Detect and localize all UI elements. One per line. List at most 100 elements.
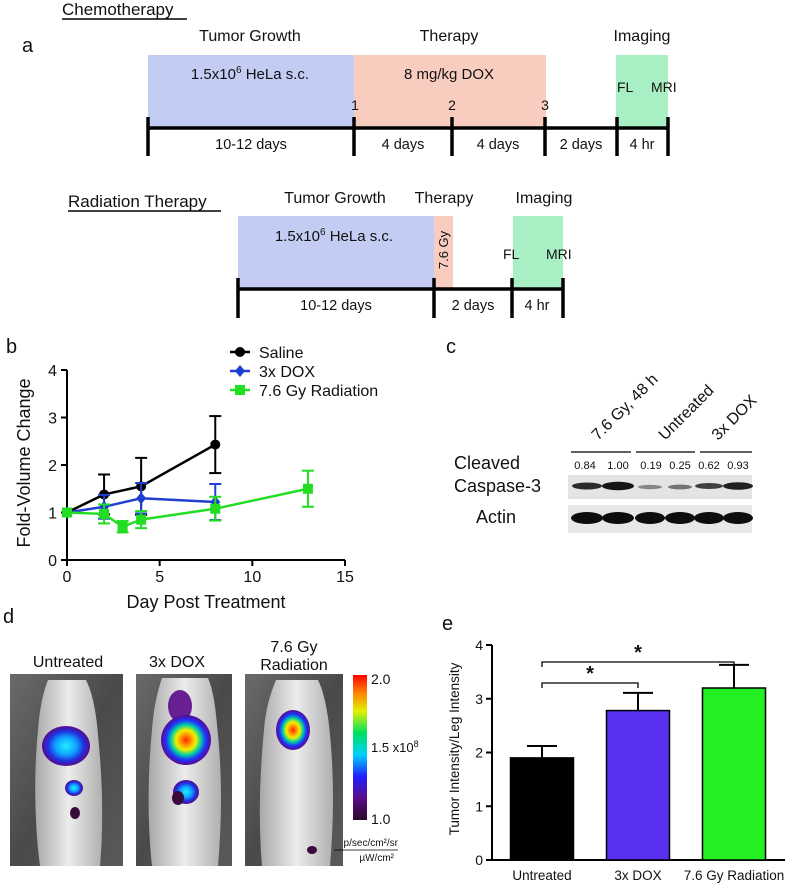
significance-bracket xyxy=(541,682,639,688)
panel-d: d Untreated 3x DOX 7.6 Gy Radiation xyxy=(3,606,419,866)
data-point xyxy=(302,483,313,494)
y-tick-label: 1 xyxy=(475,798,483,814)
chemo-timeline-axis xyxy=(146,117,670,156)
chemo-title: Chemotherapy xyxy=(62,0,174,19)
chemo-phase-therapy: Therapy xyxy=(420,28,479,45)
bar xyxy=(605,709,671,861)
colorbar xyxy=(353,675,367,820)
chemo-phase-imaging: Imaging xyxy=(614,28,671,45)
data-point xyxy=(136,492,147,505)
y-tick-label: 4 xyxy=(475,637,483,653)
panel-b: b 0 5 10 15 0 1 2 3 4 Saline 3x DOX 7.6 Gy Radiatio… xyxy=(6,336,378,612)
significance-label: * xyxy=(586,663,594,685)
imaging-label-gy: 7.6 Gy xyxy=(270,639,317,656)
colorbar-max: 2.0 xyxy=(371,671,391,687)
chemo-duration-wait: 2 days xyxy=(560,137,603,153)
y-tick-label: 4 xyxy=(48,363,57,380)
intensity-chart-ylabel: Tumor Intensity/Leg Intensity xyxy=(447,662,462,835)
chemo-dose-marker-2: 2 xyxy=(448,97,456,113)
data-point xyxy=(136,514,147,525)
mouse-image-dox xyxy=(136,674,232,866)
rad-duration-wait: 2 days xyxy=(452,298,495,314)
x-tick-label: 5 xyxy=(155,569,164,586)
rad-title: Radiation Therapy xyxy=(68,192,207,211)
y-tick-label: 2 xyxy=(475,745,483,761)
wb-lane-label-2: Untreated xyxy=(656,382,718,444)
rad-cells-label: 1.5x106 HeLa s.c. xyxy=(275,227,393,245)
panel-c: c 7.6 Gy, 48 h Untreated 3x DOX 0.84 1.0… xyxy=(446,336,761,533)
wb-quant-5: 0.62 xyxy=(698,460,719,472)
rad-imaging-box xyxy=(513,216,563,288)
rad-phase-imaging: Imaging xyxy=(516,190,573,207)
panel-label-d: d xyxy=(3,606,14,628)
legend-label: 3x DOX xyxy=(259,364,315,381)
volume-chart-ylabel: Fold-Volume Change xyxy=(14,378,34,547)
panel-label-c: c xyxy=(446,336,456,358)
colorbar-units-bottom: µW/cm² xyxy=(359,853,394,864)
x-tick-label: 15 xyxy=(336,569,354,586)
chemo-dose-marker-3: 3 xyxy=(541,97,549,113)
y-tick-label: 3 xyxy=(475,691,483,707)
chemo-duration-therapy-1: 4 days xyxy=(382,137,425,153)
y-tick-label: 0 xyxy=(475,852,483,868)
wb-lane-label-3: 3x DOX xyxy=(709,392,761,444)
series-line xyxy=(66,443,216,514)
bar xyxy=(509,757,575,861)
chemo-fl-label: FL xyxy=(617,79,634,95)
imaging-label-radiation: Radiation xyxy=(260,657,328,674)
chemo-therapy-box xyxy=(354,55,546,127)
wb-row-label-caspase: Caspase-3 xyxy=(454,476,541,496)
rad-phase-therapy: Therapy xyxy=(415,190,474,207)
wb-quant-3: 0.19 xyxy=(640,460,661,472)
imaging-label-dox: 3x DOX xyxy=(149,654,205,671)
intensity-bar-chart: 0 1 2 3 4 Untreated 3x DOX 7.6 Gy Radiation * * xyxy=(475,637,785,883)
volume-line-chart: 0 5 10 15 0 1 2 3 4 Saline 3x DOX 7.6 Gy Radiation xyxy=(48,345,378,586)
chemo-growth-box xyxy=(148,55,354,127)
wb-quant-4: 0.25 xyxy=(669,460,690,472)
wb-row-label-actin: Actin xyxy=(476,507,516,527)
leg-signal xyxy=(65,780,83,796)
legend-marker xyxy=(235,385,245,395)
imaging-label-untreated: Untreated xyxy=(33,654,103,671)
wb-lane-label-1: 7.6 Gy, 48 h xyxy=(589,371,662,444)
y-tick-label: 0 xyxy=(48,553,57,570)
mouse-image-radiation xyxy=(245,674,343,866)
tumor-signal xyxy=(42,726,90,766)
rad-therapy-box xyxy=(434,216,453,288)
series-line xyxy=(66,487,309,529)
data-point xyxy=(99,508,110,519)
wb-quant-2: 1.00 xyxy=(607,460,628,472)
y-tick-label: 3 xyxy=(48,411,57,428)
x-tick-label: 7.6 Gy Radiation xyxy=(684,868,785,883)
wb-actin-bands xyxy=(571,512,753,524)
chemo-dose-marker-1: 1 xyxy=(351,97,359,113)
legend-marker xyxy=(235,347,245,357)
leg-signal-low xyxy=(70,807,80,819)
chemo-duration-imaging: 4 hr xyxy=(630,137,655,153)
rad-duration-growth: 10-12 days xyxy=(300,298,372,314)
rad-fl-label: FL xyxy=(503,246,520,262)
leg-signal xyxy=(307,846,317,854)
rad-dose-label: 7.6 Gy xyxy=(436,230,451,269)
data-point xyxy=(117,521,128,532)
series-line xyxy=(66,496,216,514)
y-tick-label: 1 xyxy=(48,506,57,523)
data-point xyxy=(210,439,221,450)
rad-duration-imaging: 4 hr xyxy=(525,298,550,314)
chemo-imaging-box xyxy=(616,55,668,127)
panel-label-e: e xyxy=(442,613,453,635)
tumor-signal xyxy=(161,715,211,765)
panel-e: e 0 1 2 3 4 Untreated 3x DOX 7.6 Gy Radiation * *… xyxy=(442,613,785,883)
significance-bracket xyxy=(541,661,735,667)
chemo-duration-therapy-2: 4 days xyxy=(477,137,520,153)
legend-marker xyxy=(235,365,245,377)
panel-label-a: a xyxy=(22,35,34,57)
colorbar-min: 1.0 xyxy=(371,811,391,827)
chemo-mri-label: MRI xyxy=(651,79,677,95)
significance-label: * xyxy=(634,642,642,664)
panel-a: Chemotherapy a Tumor Growth Therapy Imag… xyxy=(22,0,677,318)
chemo-phase-growth: Tumor Growth xyxy=(199,28,301,45)
rad-growth-box xyxy=(238,216,434,288)
wb-quant-1: 0.84 xyxy=(574,460,595,472)
legend-label: Saline xyxy=(259,345,304,362)
